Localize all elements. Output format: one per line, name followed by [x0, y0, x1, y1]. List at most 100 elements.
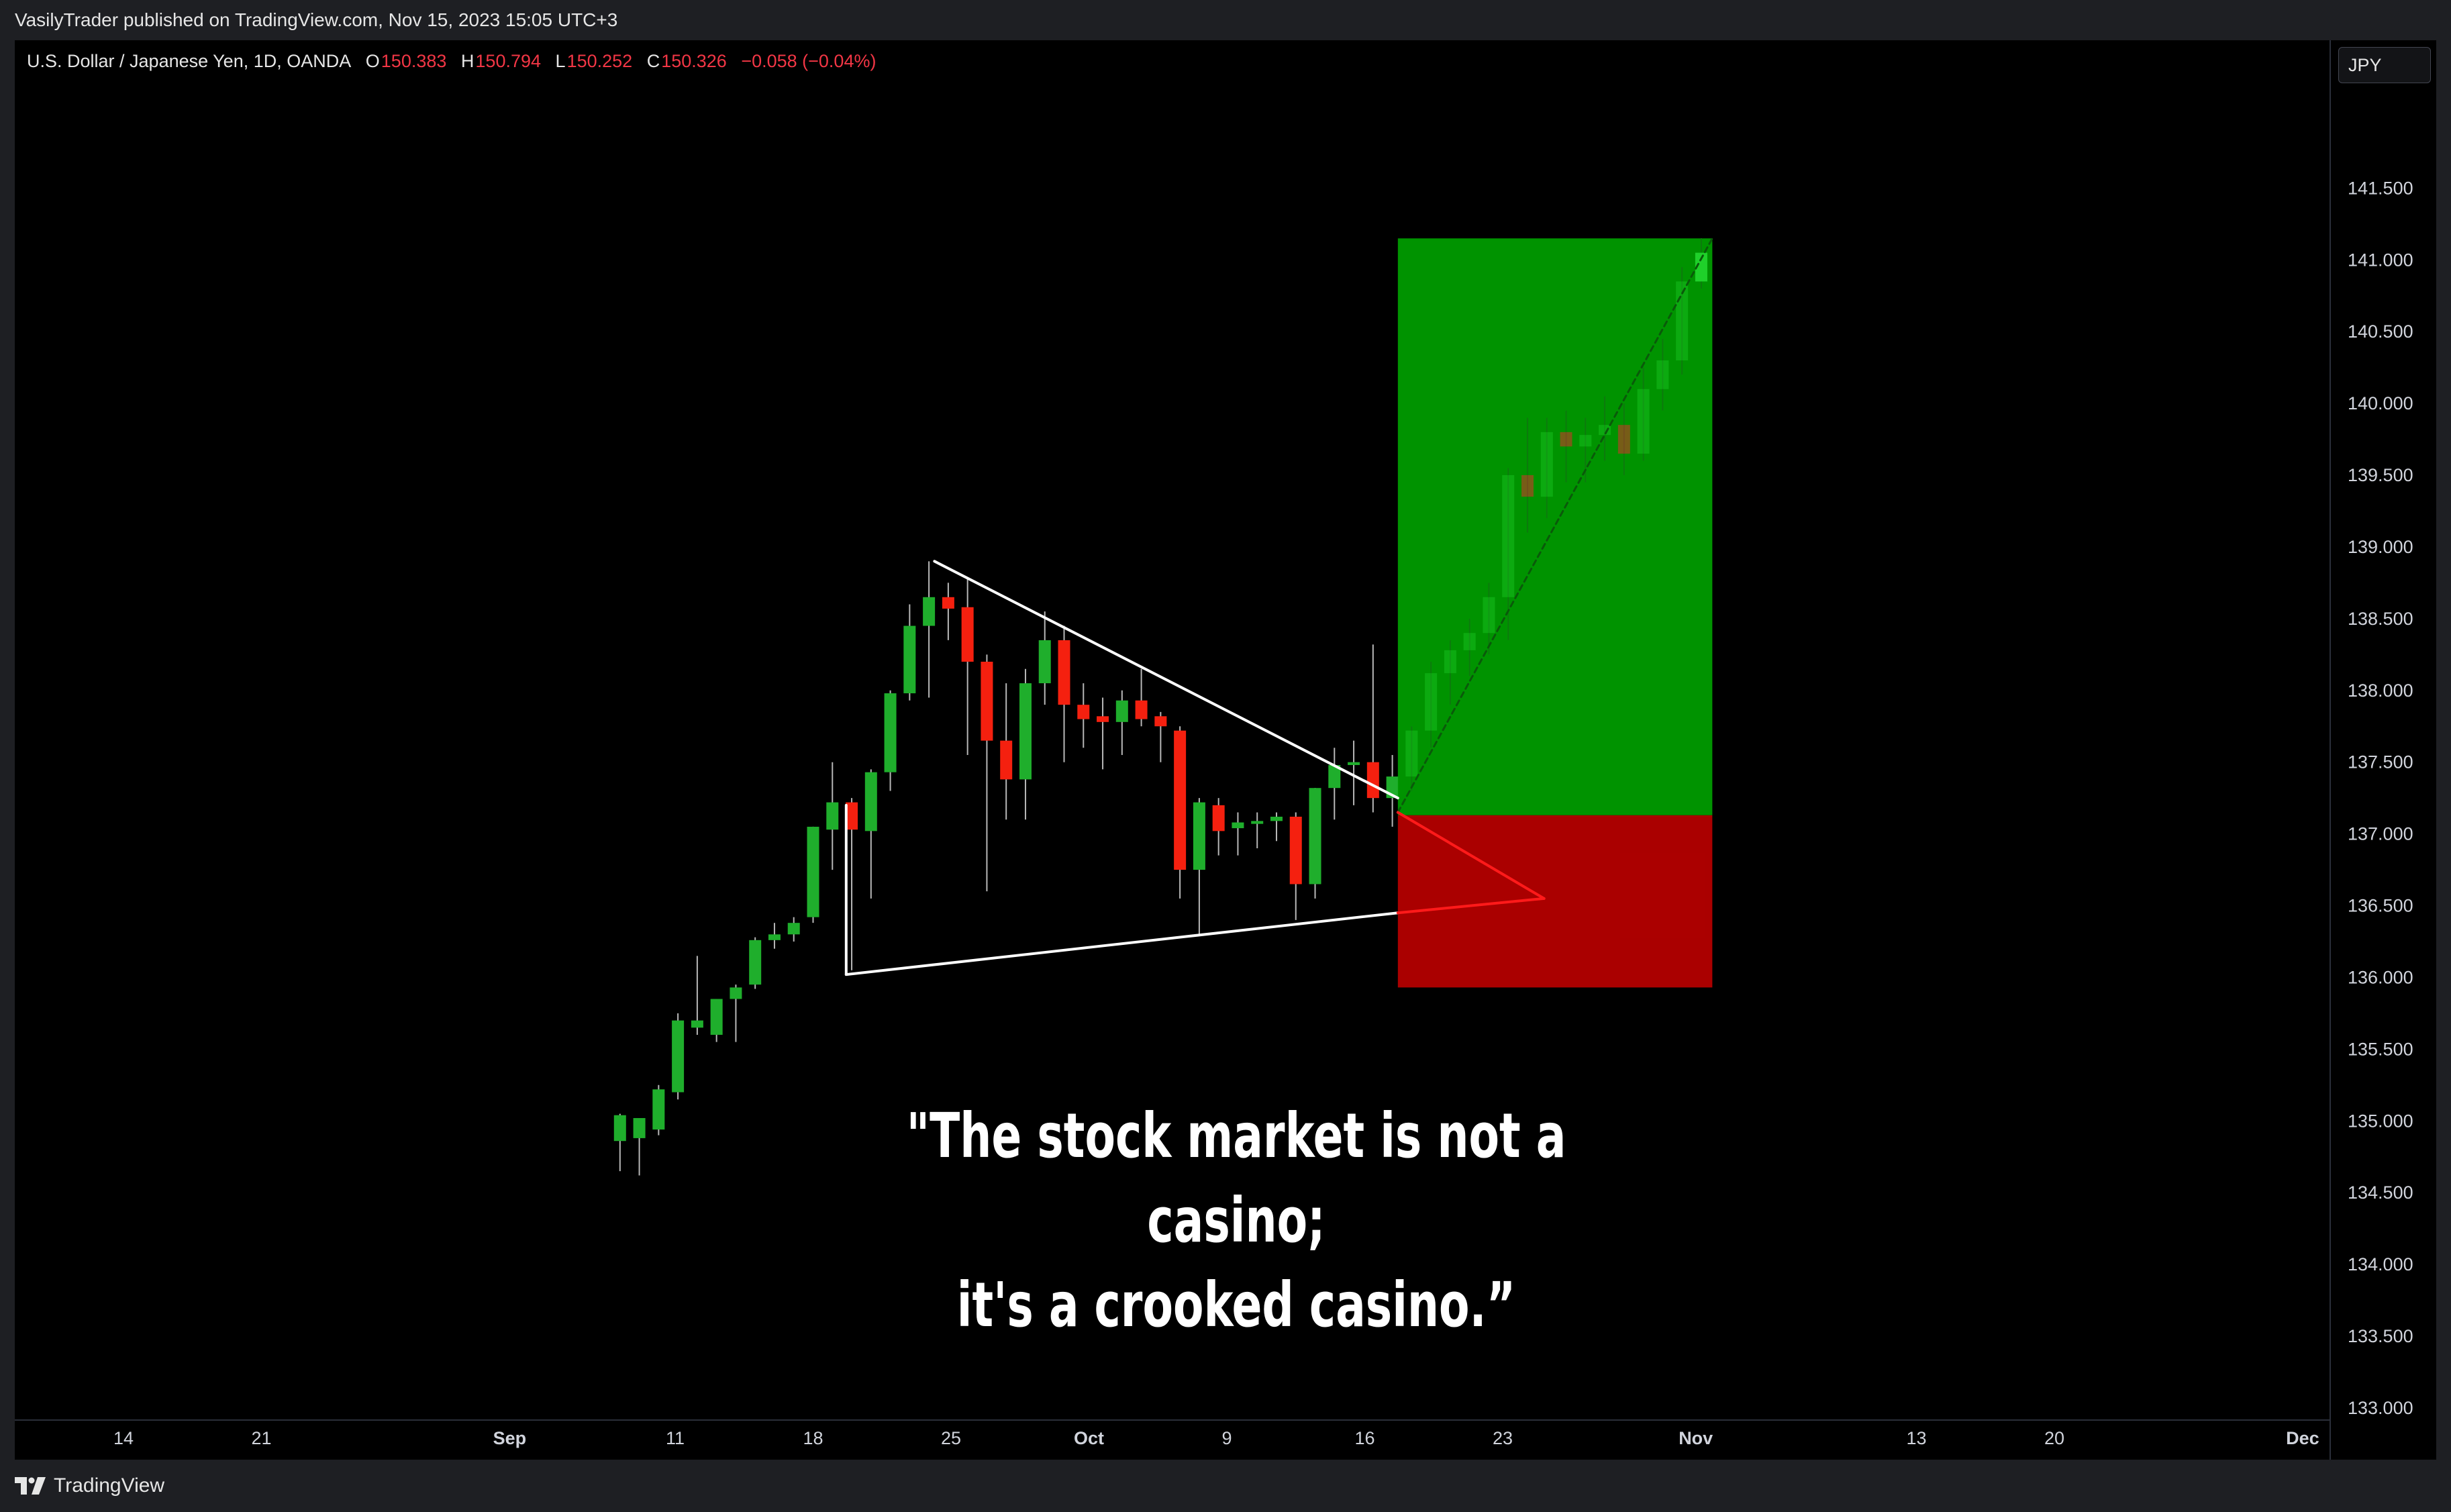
red-wedge-top [1396, 811, 1546, 900]
candle-up [749, 940, 762, 985]
legend-symbol[interactable]: U.S. Dollar / Japanese Yen, 1D, OANDA [27, 51, 352, 71]
candle-up [1115, 700, 1128, 722]
ghost-body [1444, 650, 1456, 674]
candle-down [1212, 805, 1225, 831]
candle-down [961, 607, 974, 662]
time-tick-label: 21 [251, 1428, 271, 1448]
candle-up [884, 693, 897, 772]
candle-up [672, 1020, 685, 1093]
ghost-body [1656, 360, 1669, 389]
time-tick-label: 13 [1906, 1428, 1926, 1448]
quote-line-1: "The stock market is not a casino; [906, 1100, 1566, 1256]
price-tick-label: 140.500 [2348, 321, 2413, 342]
price-tick-label: 135.000 [2348, 1111, 2413, 1131]
price-tick-label: 136.000 [2348, 967, 2413, 987]
ghost-body [1483, 597, 1495, 634]
candle-up [652, 1089, 665, 1130]
time-tick-label: Sep [493, 1428, 527, 1448]
red-wedge-bottom [1396, 897, 1546, 915]
legend-open: 150.383 [381, 51, 447, 71]
legend-close: 150.326 [661, 51, 727, 71]
chart-area[interactable]: 141.500 141.000 140.500 140.000 139.500 139.0… [15, 40, 2436, 1460]
ghost-body [1405, 730, 1418, 777]
price-chart[interactable]: 141.500 141.000 140.500 140.000 139.500 139.0… [15, 40, 2436, 1460]
legend-low: 150.252 [566, 51, 633, 71]
triangle-upper [933, 560, 1399, 800]
price-tick-label: 133.000 [2348, 1398, 2413, 1418]
legend-close-label: C [646, 51, 660, 71]
price-tick-label: 134.000 [2348, 1254, 2413, 1274]
price-tick-label: 140.000 [2348, 393, 2413, 413]
candle-down [1058, 640, 1070, 705]
time-tick-label: Oct [1074, 1428, 1104, 1448]
price-tick-label: 137.500 [2348, 752, 2413, 772]
candle-up [1038, 640, 1051, 684]
candle-up [903, 625, 916, 694]
footer-bar: TradingView [0, 1460, 2451, 1512]
ghost-body [1521, 475, 1534, 497]
publish-bar: VasilyTrader published on TradingView.co… [0, 0, 2451, 40]
triangle-lower [844, 911, 1399, 976]
time-tick-label: 9 [1221, 1428, 1232, 1448]
quote-line-2: it's a crooked casino.” [956, 1269, 1516, 1341]
candle-down [1154, 716, 1167, 727]
time-tick-label: 25 [941, 1428, 961, 1448]
legend-open-label: O [365, 51, 380, 71]
legend-low-label: L [555, 51, 566, 71]
candle-up [1348, 762, 1360, 765]
ghost-body [1579, 435, 1592, 447]
candle-up [826, 802, 839, 830]
candle-up [864, 772, 877, 831]
price-tick-label: 135.500 [2348, 1039, 2413, 1059]
ghost-body [1463, 633, 1476, 650]
candle-down [1174, 730, 1187, 870]
last-candle [1695, 252, 1707, 282]
time-tick-label: 18 [803, 1428, 823, 1448]
legend-high-label: H [460, 51, 474, 71]
candle-down [1097, 716, 1109, 722]
candle-down [1077, 705, 1090, 719]
ghost-body [1502, 475, 1515, 597]
tradingview-brand: TradingView [54, 1474, 165, 1497]
price-tick-label: 141.500 [2348, 178, 2413, 198]
ghost-body [1425, 673, 1438, 731]
publish-info: VasilyTrader published on TradingView.co… [15, 9, 618, 30]
price-tick-label: 141.000 [2348, 250, 2413, 270]
ghost-body [1560, 432, 1572, 447]
price-tick-label: 138.500 [2348, 609, 2413, 629]
price-tick-label: 139.500 [2348, 465, 2413, 485]
time-tick-label: 16 [1354, 1428, 1374, 1448]
candle-up [807, 826, 819, 917]
candle-up [1251, 821, 1264, 824]
axes-layer: 141.500 141.000 140.500 140.000 139.500 139.0… [15, 40, 2413, 1460]
time-tick-label: Nov [1679, 1428, 1713, 1448]
symbol-legend[interactable]: U.S. Dollar / Japanese Yen, 1D, OANDA O1… [27, 51, 885, 72]
candle-up [730, 987, 742, 999]
candle-down [1135, 700, 1148, 719]
candle-up [1193, 802, 1205, 870]
candle-up [1019, 683, 1032, 780]
candle-up [613, 1115, 626, 1142]
candle-up [1232, 822, 1244, 829]
legend-change: −0.058 (−0.04%) [741, 51, 877, 71]
ghost-body [1617, 425, 1630, 454]
price-tick-label: 133.500 [2348, 1326, 2413, 1346]
ghost-body [1540, 432, 1553, 497]
candle-up [1270, 816, 1283, 821]
price-tick-label: 138.000 [2348, 681, 2413, 701]
time-tick-label: 23 [1493, 1428, 1513, 1448]
time-tick-label: 20 [2044, 1428, 2064, 1448]
time-tick-label: Dec [2286, 1428, 2319, 1448]
currency-button[interactable]: JPY [2338, 47, 2431, 83]
price-tick-label: 139.000 [2348, 537, 2413, 557]
breakout-path [1397, 237, 1713, 814]
candle-up [1309, 788, 1321, 885]
price-tick-label: 137.000 [2348, 824, 2413, 844]
candle-down [1000, 740, 1013, 780]
candle-up [633, 1117, 646, 1138]
candle-down [981, 662, 993, 741]
tradingview-logo[interactable]: TradingView [15, 1473, 164, 1499]
candle-up [768, 934, 781, 940]
tradingview-logo-icon [15, 1477, 46, 1495]
candle-down [1366, 762, 1379, 799]
